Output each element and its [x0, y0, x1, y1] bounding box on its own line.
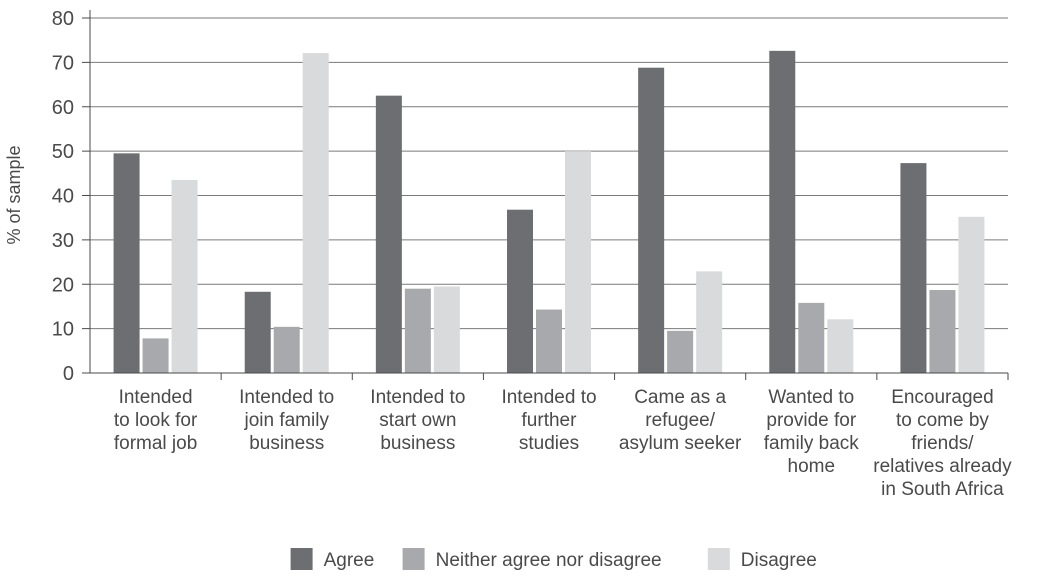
x-category-label: Intended to look for formal job — [114, 387, 198, 454]
x-category-label: Intended to further studies — [501, 387, 596, 454]
legend-label: Neither agree nor disagree — [436, 550, 662, 571]
bar-neither-agree-nor-disagree — [929, 290, 956, 373]
bar-neither-agree-nor-disagree — [273, 326, 300, 373]
y-tick-label: 80 — [52, 8, 74, 30]
legend-swatch — [707, 548, 730, 570]
bar-neither-agree-nor-disagree — [798, 302, 825, 373]
legend-swatch — [290, 548, 313, 570]
y-axis-ticks: 0 10 20 30 40 50 60 70 80 — [52, 8, 90, 385]
bar-agree — [244, 291, 271, 373]
bar-disagree — [565, 151, 591, 373]
bar-disagree — [302, 53, 329, 374]
bar-neither-agree-nor-disagree — [536, 309, 562, 373]
bar-agree — [900, 163, 927, 373]
bar-disagree — [827, 319, 854, 373]
x-category-label: Encouraged to come by friends/relatives al… — [873, 387, 1012, 500]
y-tick-label: 70 — [52, 52, 74, 74]
x-category-label: Wanted to provide for family back home — [764, 387, 860, 477]
legend-label: Agree — [324, 550, 375, 571]
y-tick-label: 40 — [52, 186, 74, 208]
bar-agree — [375, 95, 402, 373]
bar-agree — [507, 209, 533, 373]
bar-disagree — [958, 216, 985, 373]
y-tick-label: 50 — [52, 141, 74, 163]
y-tick-label: 60 — [52, 97, 74, 119]
y-tick-label: 0 — [63, 363, 74, 385]
y-tick-label: 20 — [52, 274, 74, 296]
legend-label: Disagree — [741, 550, 817, 571]
bar-disagree — [171, 179, 198, 373]
y-tick-label: 30 — [52, 230, 74, 252]
bar-agree — [638, 67, 665, 373]
y-axis-title: % of sample — [4, 145, 24, 244]
bar-agree — [769, 50, 796, 374]
bar-neither-agree-nor-disagree — [667, 330, 694, 373]
bar-agree — [113, 153, 140, 373]
bar-neither-agree-nor-disagree — [142, 338, 169, 373]
legend: Agree Neither agree nor disagree Disagree — [290, 548, 817, 571]
bar-disagree — [696, 271, 723, 373]
x-category-label: Intended to join family business — [239, 387, 334, 454]
bars — [113, 50, 985, 374]
x-category-label: Intended to start own business — [370, 387, 465, 454]
gridlines — [90, 17, 1008, 330]
legend-swatch — [402, 548, 425, 570]
bar-neither-agree-nor-disagree — [404, 288, 431, 373]
bar-disagree — [433, 286, 460, 373]
y-tick-label: 10 — [52, 319, 74, 341]
x-category-label: Came as a refugee/asylum seeker — [619, 387, 742, 454]
x-axis-labels: Intended to look for formal job Intended to… — [114, 373, 1012, 500]
